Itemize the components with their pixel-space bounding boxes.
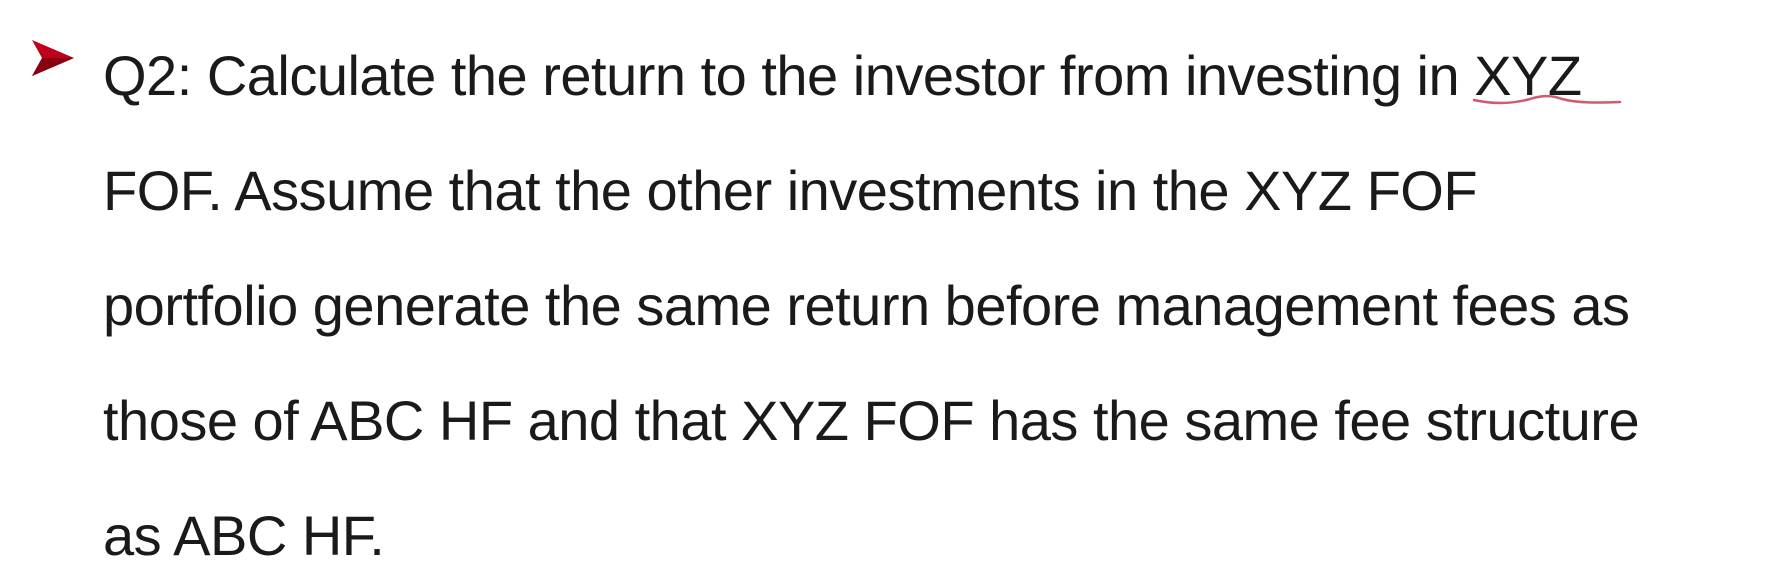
question-line-1: Q2: Calculate the return to the investor… xyxy=(103,18,1763,133)
question-line-2: FOF. Assume that the other investments i… xyxy=(103,159,1478,222)
question-line-3: portfolio generate the same return befor… xyxy=(103,274,1630,337)
question-line-5: as ABC HF. xyxy=(103,504,385,567)
underlined-term: XYZ xyxy=(1472,18,1622,133)
question-text: Q2: Calculate the return to the investor… xyxy=(103,18,1763,567)
question-line-4: those of ABC HF and that XYZ FOF has the… xyxy=(103,389,1640,452)
question-line-1-text: Q2: Calculate the return to the investor… xyxy=(103,44,1475,107)
arrow-bullet-icon xyxy=(32,40,74,76)
underlined-term-text: XYZ xyxy=(1474,44,1582,107)
